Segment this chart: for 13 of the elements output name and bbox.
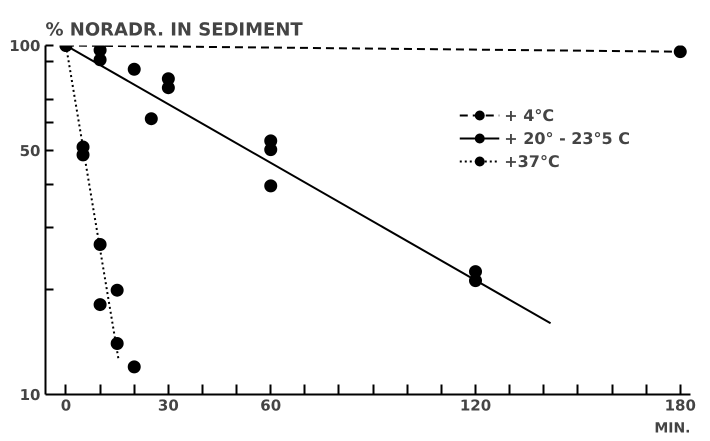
x-tick-label: 120 bbox=[460, 396, 492, 414]
x-tick-label: 60 bbox=[260, 396, 282, 414]
legend-label: + 4°C bbox=[504, 106, 554, 124]
x-axis-title: MIN. bbox=[654, 420, 691, 436]
y-tick-label: 100 bbox=[9, 37, 40, 55]
y-tick-label: 50 bbox=[20, 142, 40, 160]
x-tick-label: 180 bbox=[664, 396, 696, 414]
legend-label: + 20° - 23°5 C bbox=[504, 128, 630, 148]
y-tick-label: 10 bbox=[20, 386, 40, 404]
legend-label: +37°C bbox=[504, 152, 560, 170]
x-tick-label: 0 bbox=[60, 396, 72, 414]
y-axis-title: % NORADR. IN SEDIMENT bbox=[46, 20, 304, 40]
x-tick-label: 30 bbox=[158, 396, 179, 414]
